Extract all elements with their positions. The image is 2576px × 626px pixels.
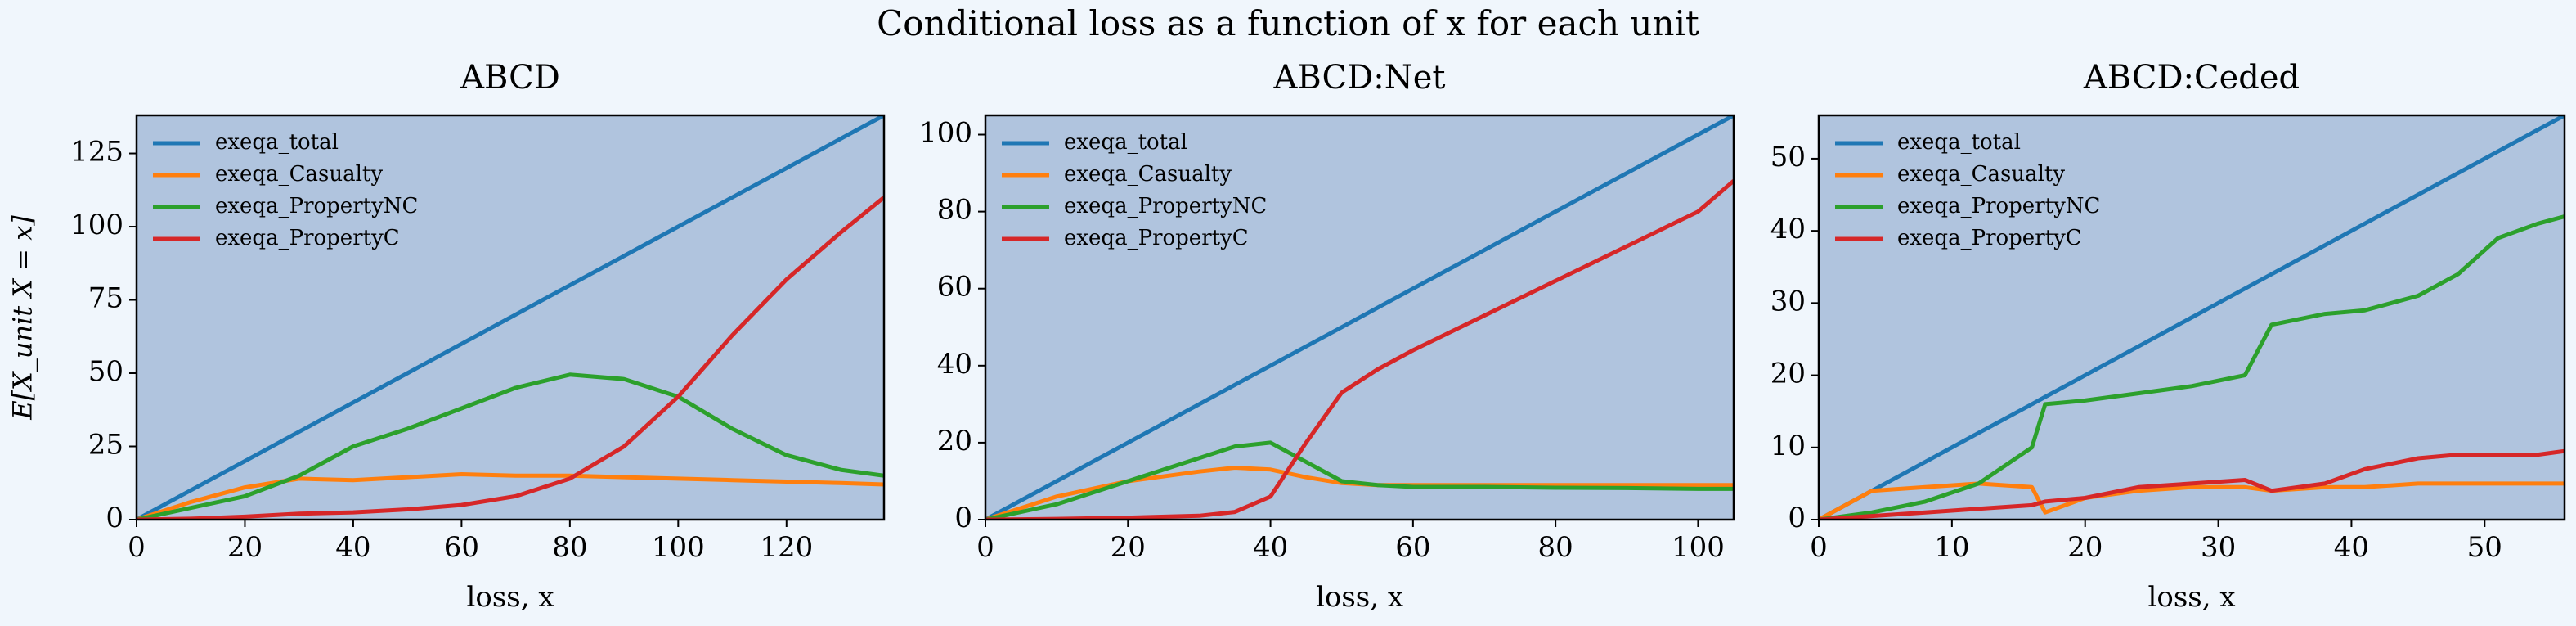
series-line [1819, 214, 2565, 520]
panel-title: ABCD:Net [1273, 59, 1446, 97]
x-tick-label: 100 [652, 531, 705, 564]
series-line [1819, 481, 2565, 520]
y-tick-label: 100 [919, 117, 972, 150]
x-tick-label: 20 [2067, 531, 2103, 564]
x-tick-label: 40 [335, 531, 370, 564]
legend-label: exeqa_PropertyC [1897, 226, 2082, 250]
legend-label: exeqa_PropertyC [1064, 226, 1249, 250]
legend-label: exeqa_Casualty [1064, 162, 1232, 187]
legend-label: exeqa_PropertyNC [1897, 194, 2100, 218]
legend-label: exeqa_total [1064, 130, 1187, 155]
series-line [137, 196, 884, 520]
x-tick-label: 0 [976, 531, 994, 564]
legend-label: exeqa_total [215, 130, 339, 155]
y-tick-label: 50 [88, 355, 123, 388]
y-tick-label: 0 [105, 502, 123, 534]
panel-title: ABCD [460, 59, 560, 97]
series-line [985, 440, 1734, 520]
x-tick-label: 80 [552, 531, 587, 564]
legend-label: exeqa_total [1897, 130, 2021, 155]
x-tick-label: 40 [2334, 531, 2369, 564]
panel-title: ABCD:Ceded [2083, 59, 2300, 97]
x-tick-label: 0 [128, 531, 146, 564]
series-line [985, 179, 1734, 520]
y-tick-label: 0 [1788, 502, 1806, 534]
x-tick-label: 80 [1538, 531, 1573, 564]
legend-label: exeqa_PropertyNC [215, 194, 418, 218]
y-tick-label: 10 [1770, 430, 1806, 462]
x-axis-label: loss, x [1316, 581, 1403, 614]
x-tick-label: 60 [444, 531, 479, 564]
x-axis-label: loss, x [2147, 581, 2235, 614]
y-tick-label: 30 [1770, 285, 1806, 318]
x-tick-label: 0 [1810, 531, 1828, 564]
x-tick-label: 10 [1934, 531, 1969, 564]
x-tick-label: 40 [1253, 531, 1288, 564]
y-tick-label: 125 [70, 136, 123, 169]
y-tick-label: 25 [88, 429, 123, 462]
y-tick-label: 75 [88, 282, 123, 315]
y-tick-label: 100 [70, 209, 123, 241]
legend-label: exeqa_Casualty [215, 162, 383, 187]
x-tick-label: 100 [1672, 531, 1725, 564]
y-tick-label: 50 [1770, 141, 1806, 173]
series-line [137, 372, 884, 520]
series-line [1819, 448, 2565, 520]
y-tick-label: 0 [954, 502, 972, 534]
x-tick-label: 120 [760, 531, 813, 564]
series-line [1819, 115, 2565, 520]
y-tick-label: 80 [937, 194, 972, 227]
axes-frame [1817, 114, 2566, 521]
y-tick-label: 40 [937, 348, 972, 381]
y-tick-label: 20 [1770, 358, 1806, 390]
x-tick-label: 30 [2201, 531, 2236, 564]
series-line [985, 115, 1734, 520]
axes-frame [135, 114, 886, 521]
legend-label: exeqa_PropertyNC [1064, 194, 1267, 218]
y-tick-label: 40 [1770, 213, 1806, 245]
axes-frame [984, 114, 1735, 521]
x-axis-label: loss, x [466, 581, 554, 614]
legend-label: exeqa_Casualty [1897, 162, 2065, 187]
y-tick-label: 60 [937, 271, 972, 304]
y-axis-label: E[X_unit X = x] [7, 215, 38, 421]
x-tick-label: 20 [227, 531, 263, 564]
legend-label: exeqa_PropertyC [215, 226, 400, 250]
figure-title: Conditional loss as a function of x for … [877, 3, 1699, 43]
x-tick-label: 20 [1111, 531, 1146, 564]
series-line [137, 115, 884, 520]
x-tick-label: 60 [1395, 531, 1430, 564]
y-tick-label: 20 [937, 425, 972, 457]
series-line [137, 472, 884, 520]
x-tick-label: 50 [2467, 531, 2502, 564]
